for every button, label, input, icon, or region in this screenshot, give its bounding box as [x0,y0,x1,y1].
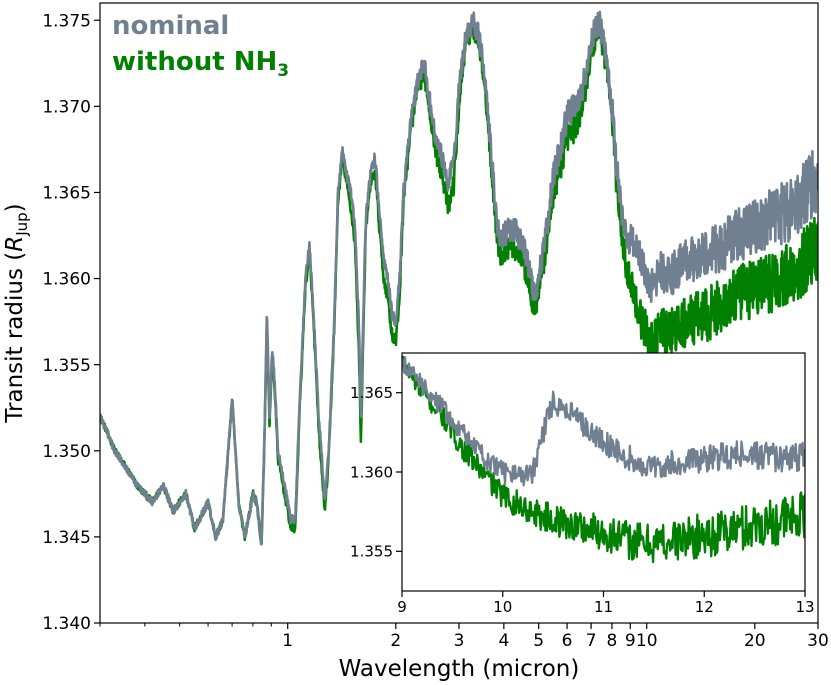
legend: nominal without NH3 [112,11,289,81]
main-x-axis: 1 2 3 4 5 6 7 8 9 10 20 30 [99,623,829,651]
main-x-tick-label: 8 [607,631,618,651]
main-y-tick-label: 1.365 [42,184,91,204]
inset-x-tick-label: 12 [695,598,714,616]
main-x-tick-label: 2 [390,631,401,651]
main-x-tick-label: 10 [636,631,658,651]
inset-x-tick-label: 11 [594,598,613,616]
y-axis-label-prefix: Transit radius ( [2,252,28,424]
inset-series-nominal [402,356,805,487]
main-x-tick-label: 7 [586,631,597,651]
main-x-tick-label: 6 [562,631,573,651]
main-x-tick-label: 20 [744,631,766,651]
inset-series-group [402,355,805,564]
inset-y-axis: 1.355 1.360 1.365 [350,384,402,561]
main-series-group [100,10,818,546]
legend-entry-nominal: nominal [112,11,229,41]
main-y-tick-label: 1.350 [42,442,91,462]
main-x-tick-label: 9 [625,631,636,651]
inset-y-tick-label: 1.365 [350,384,393,402]
inset-background [402,353,805,591]
inset-y-tick-label: 1.360 [350,463,393,481]
y-axis-label-suffix: ) [2,203,28,212]
inset-plot: 1.355 1.360 1.365 9 10 11 12 13 [350,352,815,616]
inset-x-tick-label: 13 [795,598,814,616]
main-y-tick-label: 1.355 [42,356,91,376]
legend-entry-without-nh3-main: without NH [112,47,277,77]
y-axis-label-variable: R [2,236,28,252]
main-x-tick-label: 1 [282,631,293,651]
inset-y-tick-label: 1.355 [350,543,393,561]
main-x-tick-label: 30 [807,631,829,651]
inset-x-tick-label: 9 [397,598,407,616]
main-series-nominal [100,10,818,546]
main-y-tick-label: 1.345 [42,528,91,548]
inset-x-tick-label: 10 [493,598,512,616]
main-x-tick-label: 4 [498,631,509,651]
y-axis-label: Transit radius (RJup) [2,203,31,423]
main-y-tick-label: 1.370 [42,97,91,117]
legend-entry-without-nh3: without NH3 [112,47,289,81]
main-x-tick-label: 3 [454,631,465,651]
main-y-tick-label: 1.360 [42,270,91,290]
main-x-tick-label: 5 [533,631,544,651]
y-axis-label-subscript: Jup [13,212,31,236]
inset-series-without_nh3 [402,355,805,564]
main-y-tick-label: 1.375 [42,11,91,31]
inset-x-axis: 9 10 11 12 13 [397,591,815,616]
legend-entry-without-nh3-subscript: 3 [277,61,289,81]
x-axis-label: Wavelength (micron) [339,656,580,682]
main-y-tick-label: 1.340 [42,614,91,634]
main-y-axis: 1.340 1.345 1.350 1.355 1.360 1.365 1.370 1.375 [42,11,100,634]
